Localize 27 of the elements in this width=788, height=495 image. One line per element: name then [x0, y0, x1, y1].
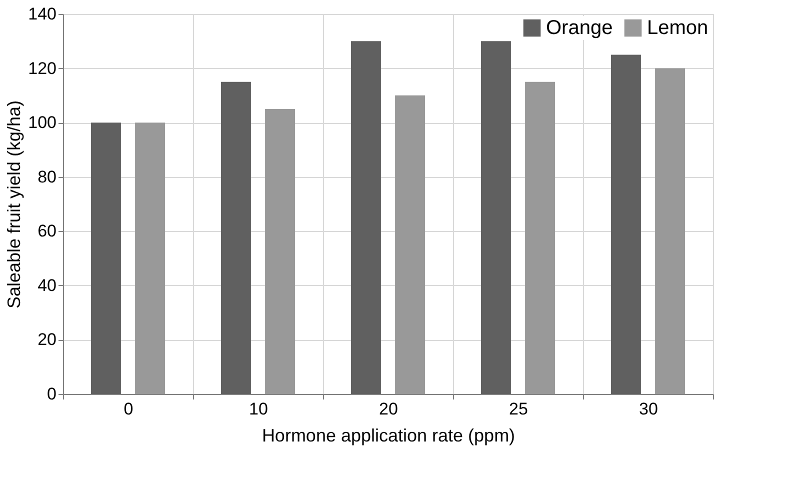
x-tick-label: 30: [639, 400, 658, 418]
bar: [265, 109, 296, 394]
y-tick-label: 0: [47, 384, 56, 404]
y-tick-label: 20: [38, 330, 56, 350]
y-tick-label: 60: [38, 222, 56, 241]
x-tick-label: 25: [509, 400, 528, 418]
bar: [610, 54, 641, 394]
y-tick-label: 140: [28, 4, 56, 24]
bar: [135, 122, 166, 394]
bar: [220, 82, 251, 394]
y-tick-label: 80: [38, 167, 56, 186]
bar: [525, 82, 556, 394]
y-axis-title: Saleable fruit yield (kg/ha): [4, 100, 24, 309]
legend-label: Orange: [546, 17, 613, 39]
x-tick-label: 20: [379, 400, 398, 418]
x-tick-label: 0: [124, 400, 134, 418]
y-tick-label: 100: [28, 113, 56, 132]
bar: [350, 41, 381, 394]
y-tick-label: 40: [38, 276, 56, 295]
bar: [90, 122, 121, 394]
bar: [480, 41, 511, 394]
x-axis-title: Hormone application rate (ppm): [262, 426, 516, 446]
legend-label: Lemon: [647, 17, 708, 39]
bar: [395, 95, 426, 394]
bar: [655, 68, 686, 394]
y-tick-label: 120: [28, 58, 56, 78]
x-tick-label: 10: [249, 400, 268, 418]
